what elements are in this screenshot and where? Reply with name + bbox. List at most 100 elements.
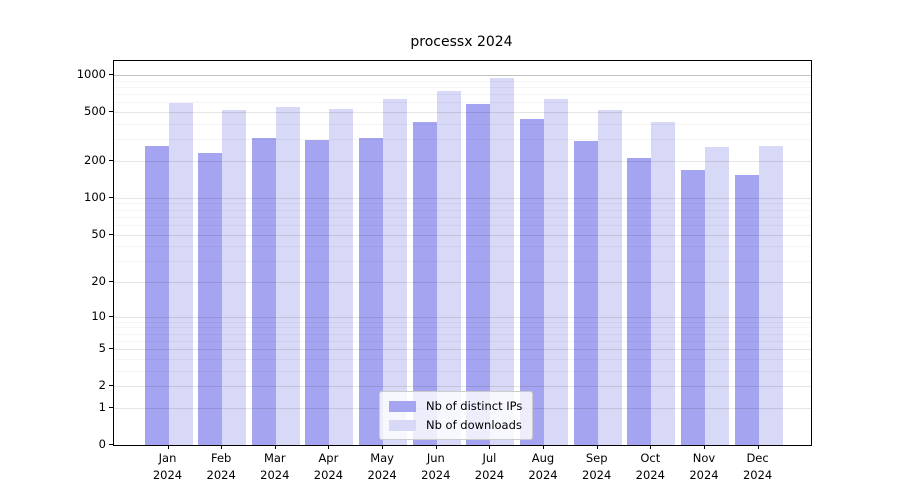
bar-downloads-dec	[758, 145, 783, 445]
bar-downloads-jun	[436, 91, 461, 445]
minor-gridline	[114, 327, 811, 329]
y-tick-label: 200	[84, 153, 106, 167]
minor-gridline	[114, 87, 811, 88]
major-gridline	[114, 316, 811, 318]
x-tick-label-sep: Sep 2024	[582, 451, 612, 482]
minor-gridline	[114, 333, 811, 335]
minor-gridline	[114, 261, 811, 263]
minor-gridline	[114, 224, 811, 226]
x-tick-mark	[650, 445, 652, 449]
x-tick-label-feb: Feb 2024	[206, 451, 236, 482]
y-tick-mark	[109, 444, 113, 445]
y-tick-mark	[109, 111, 113, 113]
y-tick-label: 1	[98, 399, 106, 414]
x-tick-label-jun: Jun 2024	[421, 451, 451, 482]
x-tick-mark	[596, 445, 598, 449]
y-tick-mark	[109, 281, 113, 282]
major-gridline	[114, 282, 811, 283]
minor-gridline	[114, 216, 811, 218]
x-tick-mark	[489, 445, 491, 449]
minor-gridline	[114, 340, 811, 342]
x-tick-mark	[704, 445, 705, 449]
y-tick-label: 5	[98, 341, 106, 356]
minor-gridline	[114, 124, 811, 125]
minor-gridline	[114, 321, 811, 323]
bar-downloads-nov	[705, 146, 729, 445]
bar-distinct-ips-jul	[466, 104, 491, 445]
x-tick-mark	[221, 445, 223, 449]
x-tick-label-aug: Aug 2024	[528, 451, 558, 482]
legend-swatch-downloads	[389, 419, 416, 431]
x-tick-mark	[274, 445, 276, 449]
bar-distinct-ips-oct	[627, 157, 652, 445]
legend-entry-distinct-ips: Nb of distinct IPs	[389, 399, 522, 413]
chart-title: processx 2024	[410, 34, 513, 50]
legend: Nb of distinct IPs Nb of downloads	[379, 391, 534, 440]
legend-label-distinct-ips: Nb of distinct IPs	[426, 399, 523, 413]
bar-distinct-ips-mar	[251, 138, 276, 445]
y-tick-label: 50	[91, 226, 106, 241]
y-tick-label: 100	[84, 189, 106, 204]
bar-distinct-ips-apr	[305, 140, 330, 445]
major-gridline	[114, 161, 811, 162]
x-tick-mark	[382, 445, 384, 449]
bar-downloads-aug	[544, 99, 569, 445]
minor-gridline	[114, 139, 811, 141]
y-tick-mark	[109, 74, 113, 75]
minor-gridline	[114, 370, 811, 372]
major-gridline	[114, 234, 811, 236]
minor-gridline	[114, 246, 811, 248]
bar-distinct-ips-jan	[144, 145, 169, 445]
bar-downloads-mar	[275, 107, 300, 445]
y-tick-label: 2	[98, 378, 106, 393]
x-tick-mark	[328, 445, 330, 449]
y-tick-mark	[109, 348, 113, 350]
major-gridline	[114, 112, 811, 114]
y-tick-mark	[109, 315, 113, 317]
major-gridline	[114, 349, 811, 351]
legend-label-downloads: Nb of downloads	[426, 418, 522, 432]
x-tick-label-apr: Apr 2024	[313, 451, 344, 482]
y-tick-mark	[109, 196, 113, 198]
x-tick-label-dec: Dec 2024	[742, 451, 773, 482]
x-tick-mark	[543, 445, 544, 449]
x-tick-mark	[757, 445, 759, 449]
bar-distinct-ips-aug	[520, 118, 545, 445]
x-tick-mark	[167, 445, 169, 449]
minor-gridline	[114, 209, 811, 211]
bar-distinct-ips-dec	[734, 174, 759, 445]
y-tick-mark	[109, 160, 113, 161]
y-tick-label: 20	[91, 274, 106, 288]
x-tick-label-mar: Mar 2024	[260, 451, 290, 482]
major-gridline	[114, 386, 811, 388]
y-tick-mark	[109, 233, 113, 235]
bar-downloads-apr	[329, 109, 354, 445]
x-tick-mark	[435, 445, 437, 449]
x-tick-label-jan: Jan 2024	[152, 451, 183, 482]
x-tick-label-may: May 2024	[367, 451, 397, 482]
x-tick-label-nov: Nov 2024	[689, 451, 719, 482]
y-tick-mark	[109, 385, 113, 387]
y-tick-label: 1000	[76, 67, 106, 81]
minor-gridline	[114, 203, 811, 205]
bar-distinct-ips-nov	[681, 170, 705, 445]
bar-distinct-ips-sep	[573, 141, 598, 445]
y-tick-mark	[109, 406, 113, 408]
bar-downloads-oct	[651, 122, 676, 445]
plot-area: Nb of distinct IPs Nb of downloads	[113, 60, 812, 446]
minor-gridline	[114, 358, 811, 360]
x-tick-label-oct: Oct 2024	[635, 451, 665, 482]
bar-downloads-feb	[222, 110, 247, 445]
x-tick-label-jul: Jul 2024	[474, 451, 505, 482]
legend-entry-downloads: Nb of downloads	[389, 418, 522, 432]
bar-downloads-jan	[168, 103, 193, 445]
y-tick-label: 10	[91, 308, 106, 323]
legend-swatch-distinct-ips	[389, 400, 416, 412]
minor-gridline	[114, 94, 811, 96]
bar-downloads-jul	[490, 78, 515, 445]
minor-gridline	[114, 102, 811, 104]
bar-distinct-ips-feb	[198, 153, 223, 445]
y-tick-label: 0	[98, 437, 106, 451]
y-tick-label: 500	[84, 104, 106, 119]
